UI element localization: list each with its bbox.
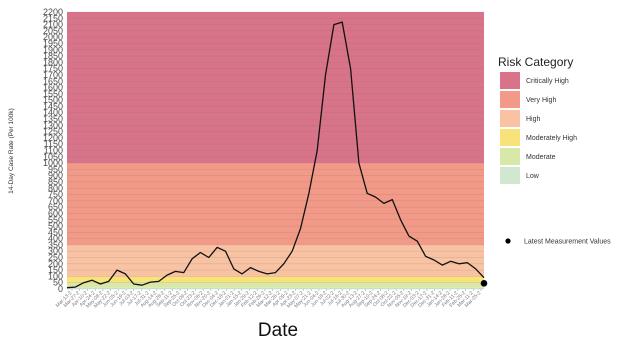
legend: Risk Category Latest Measurement Values …: [498, 55, 611, 246]
y-tick-label: 250: [48, 253, 63, 263]
y-tick-label: 700: [48, 196, 63, 206]
y-tick-label: 2000: [43, 32, 63, 42]
y-axis: 0501001502002503003504004505005506006507…: [43, 7, 63, 294]
risk-band-moderate: [67, 282, 484, 288]
x-axis: Mar-13-2Mar-27-2Apr-10-2Apr-24-2May-08-2…: [55, 289, 483, 309]
legend-swatch: [500, 129, 520, 146]
risk-band-low: [67, 287, 484, 289]
y-tick-label: 1450: [43, 101, 63, 111]
y-tick-label: 50: [53, 278, 63, 288]
gridlines: [67, 11, 484, 290]
y-axis-title: 14-Day Case Rate (Per 100k): [8, 108, 15, 194]
y-tick-label: 400: [48, 234, 63, 244]
y-tick-label: 2050: [43, 26, 63, 36]
y-tick-label: 550: [48, 215, 63, 225]
y-tick-label: 1800: [43, 57, 63, 67]
legend-swatch: [500, 167, 520, 184]
y-tick-label: 300: [48, 246, 63, 256]
y-tick-label: 100: [48, 271, 63, 281]
y-tick-label: 1950: [43, 38, 63, 48]
y-tick-label: 850: [48, 177, 63, 187]
y-tick-label: 750: [48, 190, 63, 200]
y-tick-label: 1200: [43, 133, 63, 143]
legend-item-label: Low: [526, 173, 540, 180]
legend-item-label: Critically High: [526, 78, 569, 85]
risk-band-moderately-high: [67, 276, 484, 283]
y-tick-label: 2100: [43, 20, 63, 30]
series-layer: [66, 21, 488, 289]
legend-title: Risk Category: [498, 55, 573, 69]
y-tick-label: 1550: [43, 89, 63, 99]
legend-swatch: [500, 110, 520, 127]
y-tick-label: 600: [48, 208, 63, 218]
y-tick-label: 1350: [43, 114, 63, 124]
legend-swatch: [500, 72, 520, 89]
y-tick-label: 200: [48, 259, 63, 269]
series-line: [66, 21, 485, 289]
risk-bands: [67, 12, 484, 289]
y-tick-label: 650: [48, 202, 63, 212]
legend-marker-label: Latest Measurement Values: [524, 239, 611, 246]
y-tick-label: 1050: [43, 152, 63, 162]
y-tick-label: 2150: [43, 13, 63, 23]
y-tick-label: 1100: [44, 146, 63, 156]
y-tick-label: 1650: [43, 76, 63, 86]
y-tick-label: 1300: [43, 120, 63, 130]
y-tick-label: 800: [48, 183, 63, 193]
y-tick-label: 500: [48, 221, 63, 231]
y-tick-label: 950: [48, 164, 63, 174]
y-tick-label: 1850: [43, 51, 63, 61]
y-tick-label: 1250: [43, 127, 63, 137]
x-axis-title: Date: [258, 320, 298, 339]
y-tick-label: 450: [48, 227, 63, 237]
legend-swatch: [500, 148, 520, 165]
legend-item-label: High: [526, 116, 541, 123]
y-tick-label: 1700: [43, 70, 63, 80]
legend-marker-dot: [505, 238, 511, 244]
y-tick-label: 150: [48, 265, 63, 275]
y-tick-label: 1500: [43, 95, 63, 105]
y-tick-label: 1900: [43, 45, 63, 55]
risk-band-high: [67, 244, 484, 277]
y-tick-label: 0: [58, 284, 63, 294]
y-tick-label: 1150: [44, 139, 63, 149]
y-tick-label: 1400: [43, 108, 63, 118]
legend-item-label: Very High: [526, 97, 556, 104]
y-tick-label: 350: [48, 240, 63, 250]
legend-item-label: Moderate: [526, 154, 556, 161]
risk-band-critically-high: [67, 12, 484, 164]
y-tick-label: 900: [48, 171, 63, 181]
y-tick-label: 1600: [43, 83, 63, 93]
legend-item-label: Moderately High: [526, 135, 577, 142]
y-tick-label: 1750: [43, 64, 63, 74]
risk-band-very-high: [67, 163, 484, 245]
legend-swatch: [500, 91, 520, 108]
latest-measurement-point: [480, 280, 488, 287]
y-tick-label: 2200: [43, 7, 63, 17]
y-tick-label: 1000: [43, 158, 63, 168]
